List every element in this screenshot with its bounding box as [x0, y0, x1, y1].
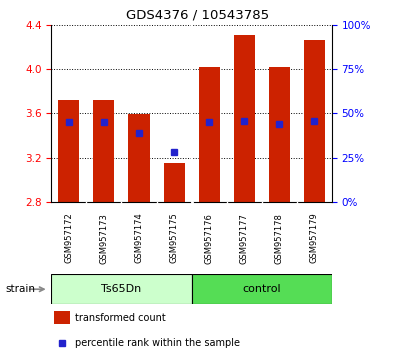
- Text: GSM957174: GSM957174: [134, 213, 143, 263]
- Bar: [234, 35, 255, 202]
- Text: Ts65Dn: Ts65Dn: [102, 284, 141, 295]
- Text: percentile rank within the sample: percentile rank within the sample: [75, 338, 240, 348]
- Bar: [58, 100, 79, 202]
- Text: GSM957173: GSM957173: [100, 213, 109, 263]
- Text: GSM957175: GSM957175: [169, 213, 179, 263]
- Bar: [54, 311, 70, 324]
- Bar: [269, 67, 290, 202]
- Text: GSM957172: GSM957172: [64, 213, 73, 263]
- Text: control: control: [243, 284, 281, 295]
- Text: GSM957178: GSM957178: [275, 213, 284, 263]
- Text: GSM957176: GSM957176: [205, 213, 214, 263]
- Text: GSM957179: GSM957179: [310, 213, 319, 263]
- Text: transformed count: transformed count: [75, 313, 166, 323]
- Text: strain: strain: [5, 284, 35, 294]
- Text: GSM957177: GSM957177: [240, 213, 249, 263]
- Text: GDS4376 / 10543785: GDS4376 / 10543785: [126, 9, 269, 22]
- Bar: [164, 163, 184, 202]
- Bar: [304, 40, 325, 202]
- Bar: [192, 274, 332, 304]
- Bar: [128, 114, 149, 202]
- Bar: [93, 100, 115, 202]
- Bar: [199, 67, 220, 202]
- Bar: [51, 274, 192, 304]
